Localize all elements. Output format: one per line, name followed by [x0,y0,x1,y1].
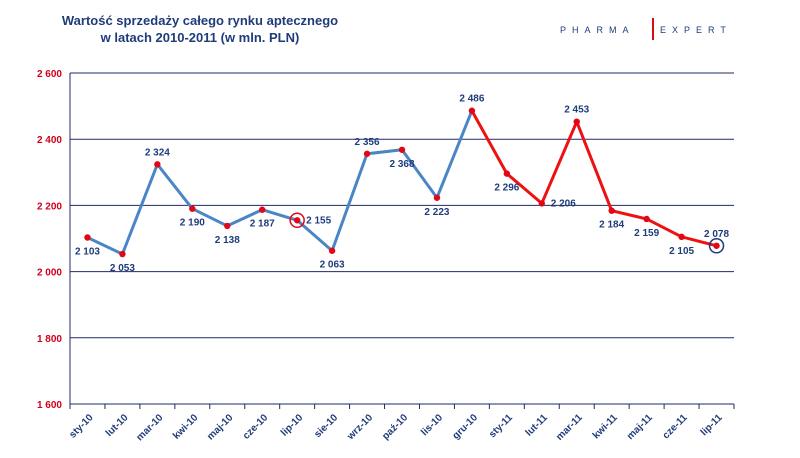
data-point [154,161,161,168]
data-point [573,118,580,125]
brand-logo-divider [652,18,654,40]
chart-title: Wartość sprzedaży całego rynku apteczneg… [40,12,360,46]
data-point [433,194,441,201]
y-tick-label: 1 600 [37,400,62,411]
data-label: 2 105 [669,246,694,257]
x-tick-label: lip-11 [699,412,725,438]
x-tick-label: mar-11 [554,412,585,443]
y-tick-label: 2 200 [37,201,62,212]
data-point [189,205,196,212]
data-point [84,234,91,241]
x-tick-label: sie-10 [312,412,340,440]
x-tick-label: cze-11 [661,412,690,441]
x-tick-label: maj-10 [205,412,235,442]
data-label: 2 103 [75,247,100,258]
data-label: 2 063 [320,260,345,271]
data-label: 2 324 [145,147,170,158]
data-label: 2 486 [459,94,484,105]
data-label: 2 159 [634,228,659,239]
brand-logo: PHARMA EXPERT [560,18,760,40]
brand-logo-left: PHARMA [560,25,635,35]
data-label: 2 184 [599,220,624,231]
data-label: 2 053 [110,263,135,274]
data-point [538,200,545,207]
data-point [398,146,406,153]
x-tick-label: sty-10 [67,412,96,441]
data-label: 2 296 [494,183,519,194]
y-tick-label: 2 400 [37,135,62,146]
data-point [643,215,650,223]
x-tick-label: maj-11 [625,412,655,442]
x-tick-label: wrz-10 [345,412,376,443]
x-tick-label: kwi-10 [171,412,201,442]
data-point [608,207,615,214]
data-label: 2 223 [424,207,449,218]
data-point [678,233,685,241]
x-tick-label: lut-11 [524,412,551,439]
series-line-2010 [86,110,474,256]
data-point [363,150,371,157]
data-label: 2 190 [180,218,205,229]
x-tick-label: gru-10 [451,412,481,442]
data-point [713,242,720,249]
data-label: 2 356 [355,137,380,148]
y-tick-label: 1 800 [37,334,62,345]
data-point [328,247,336,254]
data-point [119,250,126,258]
x-tick-label: lis-10 [419,412,445,438]
x-tick-label: paź-10 [380,412,410,442]
data-label: 2 078 [704,229,729,240]
x-tick-label: mar-10 [135,412,166,443]
data-point [293,217,301,224]
data-label: 2 453 [564,105,589,116]
y-tick-label: 2 600 [37,69,62,80]
x-tick-label: cze-10 [241,412,271,442]
x-tick-label: lip-10 [279,412,306,439]
x-tick-label: kwi-11 [591,412,620,441]
data-point [503,170,511,177]
data-label: 2 368 [389,159,414,170]
x-tick-label: lut-10 [104,412,131,439]
data-label: 2 187 [250,219,275,230]
highlight-ring [289,212,305,229]
brand-logo-right: EXPERT [660,25,732,35]
y-tick-label: 2 000 [37,268,62,279]
data-label: 2 206 [551,198,576,209]
chart-title-line2: w latach 2010-2011 (w mln. PLN) [100,30,300,45]
data-point [224,222,231,230]
data-point [468,107,476,114]
data-point [259,206,266,213]
chart-title-line1: Wartość sprzedaży całego rynku apteczneg… [61,13,339,28]
data-label: 2 138 [215,235,240,246]
x-tick-label: sty-11 [487,412,515,440]
highlight-ring [708,238,725,254]
data-label: 2 155 [306,215,331,226]
series-line-2011 [470,110,717,248]
